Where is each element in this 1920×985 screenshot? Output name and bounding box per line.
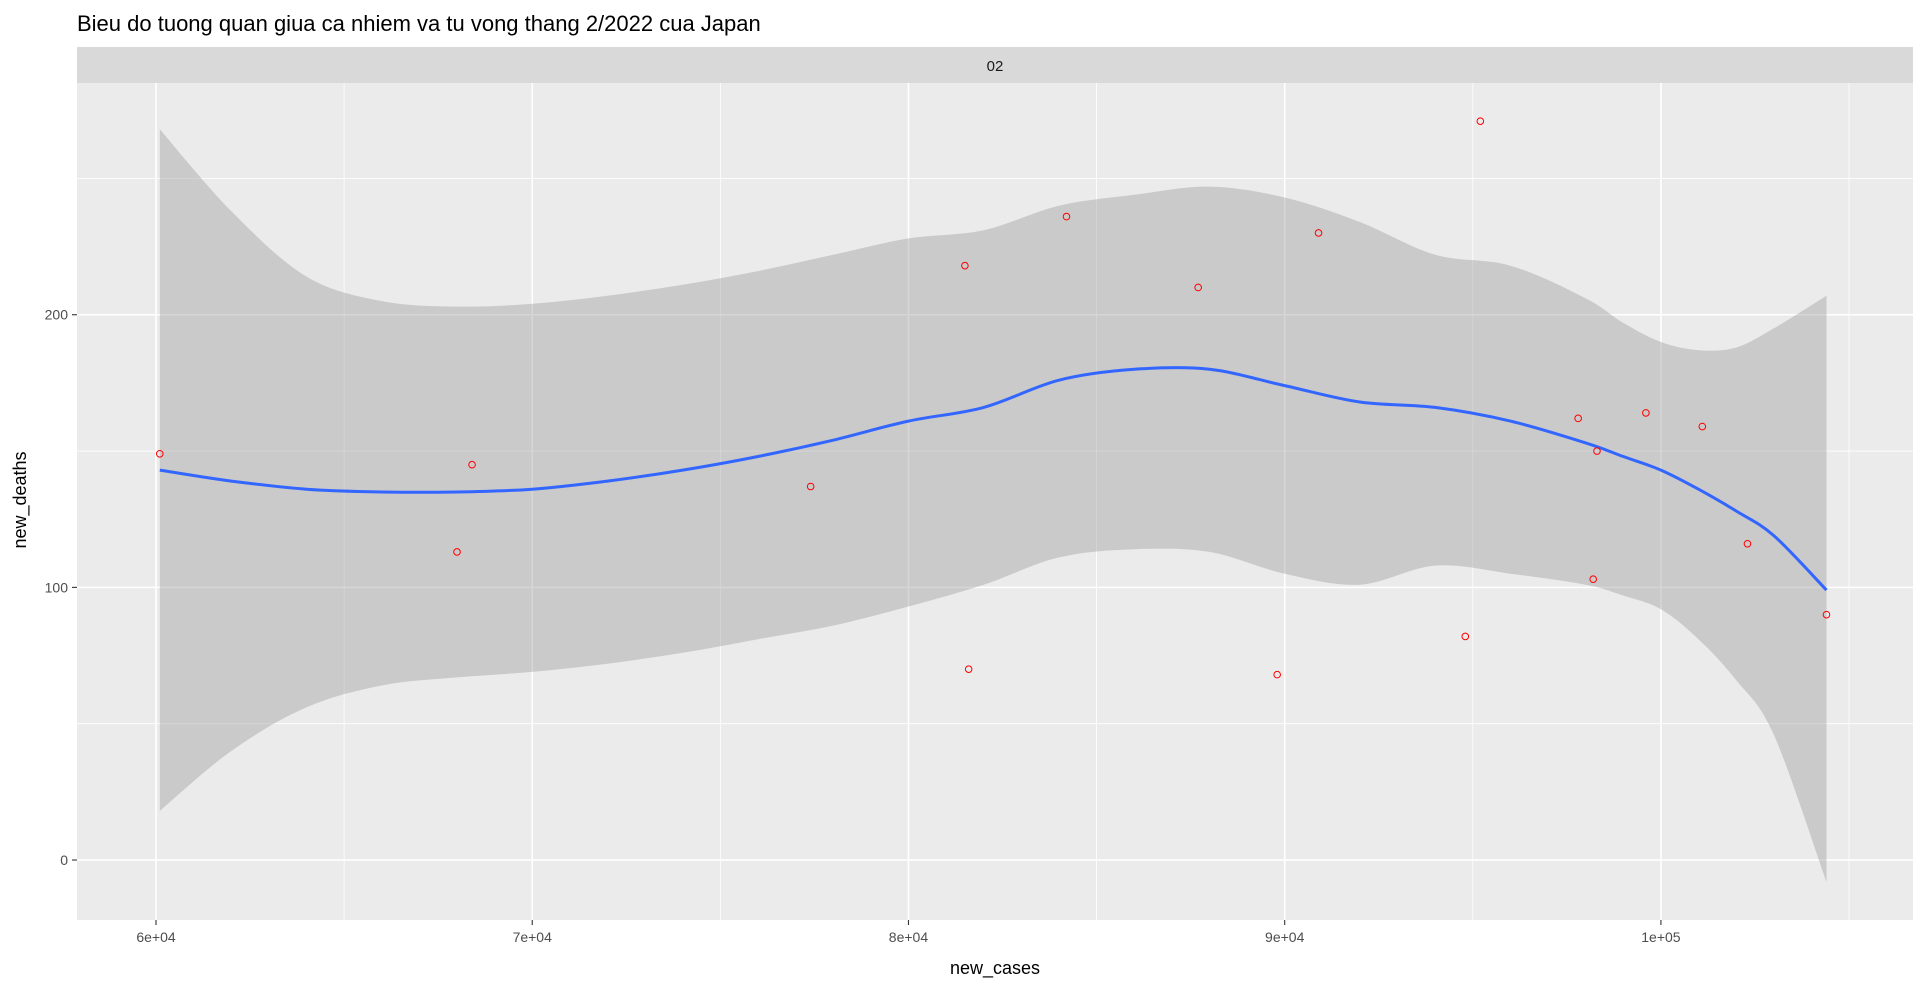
facet-strip-label: 02 (987, 58, 1004, 75)
data-point (453, 548, 461, 556)
data-point (1574, 414, 1582, 423)
facet-strip (77, 47, 1913, 83)
scatter-points (155, 117, 1831, 679)
data-point (1062, 212, 1071, 221)
data-point (468, 460, 476, 469)
data-point (1593, 447, 1601, 455)
data-point (1698, 422, 1707, 431)
y-axis-title: new_deaths (10, 451, 31, 548)
data-point (1822, 610, 1831, 619)
x-tick-label: 1e+05 (1641, 929, 1681, 945)
x-axis-ticks: 6e+04 7e+04 8e+04 9e+04 1e+05 (136, 920, 1681, 945)
smooth-line (159, 366, 1828, 592)
data-point (1273, 670, 1281, 679)
major-gridlines (77, 83, 1913, 920)
data-point (1642, 409, 1650, 417)
data-point (806, 482, 815, 491)
data-point (1194, 283, 1202, 292)
y-tick-label: 0 (60, 852, 68, 868)
data-point (964, 665, 973, 673)
data-point (961, 261, 969, 270)
x-tick-label: 6e+04 (136, 929, 176, 945)
chart-title: Bieu do tuong quan giua ca nhiem va tu v… (77, 11, 761, 36)
data-point (1314, 229, 1323, 237)
confidence-band (159, 129, 1827, 882)
data-point (155, 449, 164, 458)
x-tick-label: 9e+04 (1265, 929, 1305, 945)
x-tick-label: 7e+04 (513, 929, 553, 945)
x-axis-title: new_cases (950, 958, 1040, 979)
plot-panel (77, 83, 1913, 920)
data-point (1589, 575, 1598, 584)
y-tick-label: 200 (45, 307, 69, 323)
data-point (1461, 632, 1470, 641)
y-tick-label: 100 (45, 579, 69, 595)
data-point (1743, 539, 1752, 548)
x-tick-label: 8e+04 (889, 929, 929, 945)
data-point (1476, 117, 1485, 125)
y-axis-ticks: 0 100 200 (45, 307, 77, 868)
